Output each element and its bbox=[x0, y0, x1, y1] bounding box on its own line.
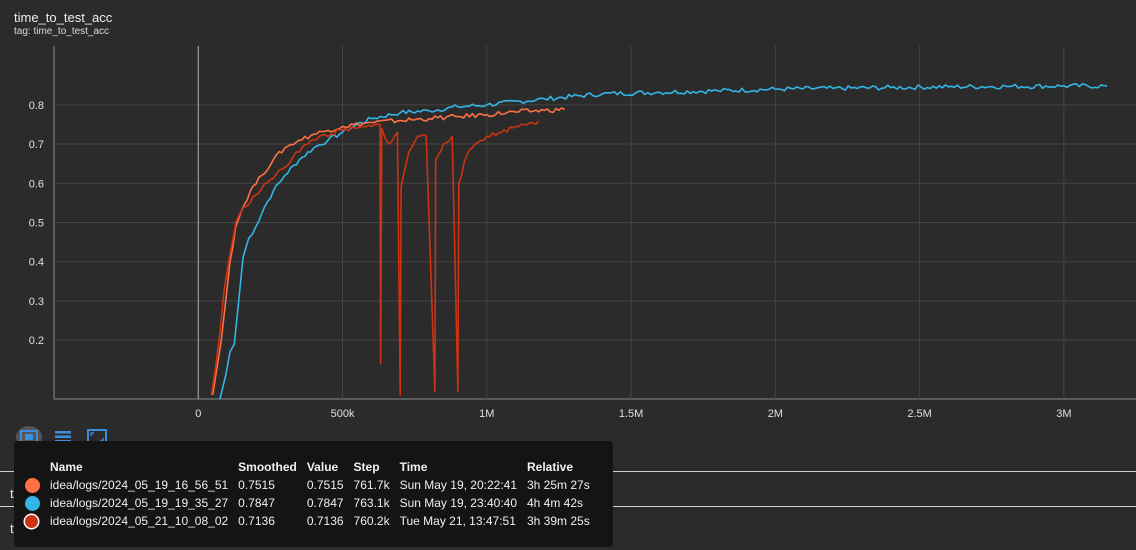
smoothed-value: 0.7847 bbox=[238, 496, 275, 510]
table-row: idea/logs/2024_05_19_16_56_51 0.7515 0.7… bbox=[20, 476, 595, 494]
table-row: idea/logs/2024_05_21_10_08_02 0.7136 0.7… bbox=[20, 512, 595, 530]
x-tick-label: 500k bbox=[331, 408, 355, 420]
header-smoothed: Smoothed bbox=[238, 459, 297, 474]
y-tick-label: 0.2 bbox=[29, 335, 44, 347]
series-lines bbox=[210, 83, 1108, 400]
y-tick-label: 0.5 bbox=[29, 218, 44, 230]
smoothed-value: 0.7515 bbox=[238, 478, 275, 492]
value: 0.7515 bbox=[306, 478, 344, 492]
header-name: Name bbox=[50, 459, 83, 474]
x-tick-label: 1.5M bbox=[619, 408, 643, 420]
run-name: idea/logs/2024_05_19_19_35_27 bbox=[50, 496, 229, 510]
relative: 3h 39m 25s bbox=[527, 514, 590, 528]
y-axis: 0.2 0.3 0.4 0.5 0.6 0.7 0.8 bbox=[29, 100, 44, 347]
run-name: idea/logs/2024_05_19_16_56_51 bbox=[50, 478, 229, 492]
relative: 3h 25m 27s bbox=[527, 478, 590, 492]
series-color-dot bbox=[25, 495, 40, 511]
step: 760.2k bbox=[353, 514, 390, 528]
series-color-dot bbox=[25, 515, 38, 529]
header-step: Step bbox=[353, 459, 380, 474]
time: Sun May 19, 20:22:41 bbox=[399, 478, 517, 492]
chart-grid bbox=[53, 46, 1136, 400]
value: 0.7847 bbox=[306, 496, 344, 510]
value: 0.7136 bbox=[306, 514, 344, 528]
x-tick-label: 3M bbox=[1056, 408, 1071, 420]
line-chart[interactable]: 0.2 0.3 0.4 0.5 0.6 0.7 0.8 0 500k 1M 1.5M 2M 2.5M 3… bbox=[0, 0, 1136, 430]
y-tick-label: 0.8 bbox=[29, 100, 44, 112]
series-line bbox=[211, 107, 566, 396]
smoothed-value: 0.7136 bbox=[238, 514, 275, 528]
header-relative: Relative bbox=[527, 459, 574, 474]
y-tick-label: 0.4 bbox=[29, 257, 44, 269]
chart-tag: tag: time_to_test_acc bbox=[14, 26, 110, 37]
y-tick-label: 0.3 bbox=[29, 296, 44, 308]
step: 763.1k bbox=[353, 496, 390, 510]
y-tick-label: 0.7 bbox=[29, 139, 44, 151]
x-tick-label: 2.5M bbox=[907, 408, 931, 420]
tooltip-table: Name Smoothed Value Step Time Relative i… bbox=[20, 457, 595, 530]
series-color-dot bbox=[25, 477, 40, 493]
table-row: idea/logs/2024_05_19_19_35_27 0.7847 0.7… bbox=[20, 494, 595, 512]
time: Sun May 19, 23:40:40 bbox=[399, 496, 517, 510]
x-axis: 0 500k 1M 1.5M 2M 2.5M 3M bbox=[195, 408, 1071, 420]
data-tooltip: Name Smoothed Value Step Time Relative i… bbox=[14, 441, 613, 547]
header-value: Value bbox=[306, 459, 339, 474]
time: Tue May 21, 13:47:51 bbox=[399, 514, 516, 528]
header-time: Time bbox=[399, 459, 428, 474]
run-name: idea/logs/2024_05_21_10_08_02 bbox=[50, 514, 229, 528]
series-line bbox=[219, 83, 1108, 400]
chart-title: time_to_test_acc bbox=[14, 10, 113, 25]
series-line bbox=[210, 120, 540, 396]
x-tick-label: 0 bbox=[195, 408, 201, 420]
x-tick-label: 2M bbox=[768, 408, 783, 420]
y-tick-label: 0.6 bbox=[29, 178, 44, 190]
x-tick-label: 1M bbox=[479, 408, 494, 420]
relative: 4h 4m 42s bbox=[527, 496, 584, 510]
step: 761.7k bbox=[353, 478, 390, 492]
